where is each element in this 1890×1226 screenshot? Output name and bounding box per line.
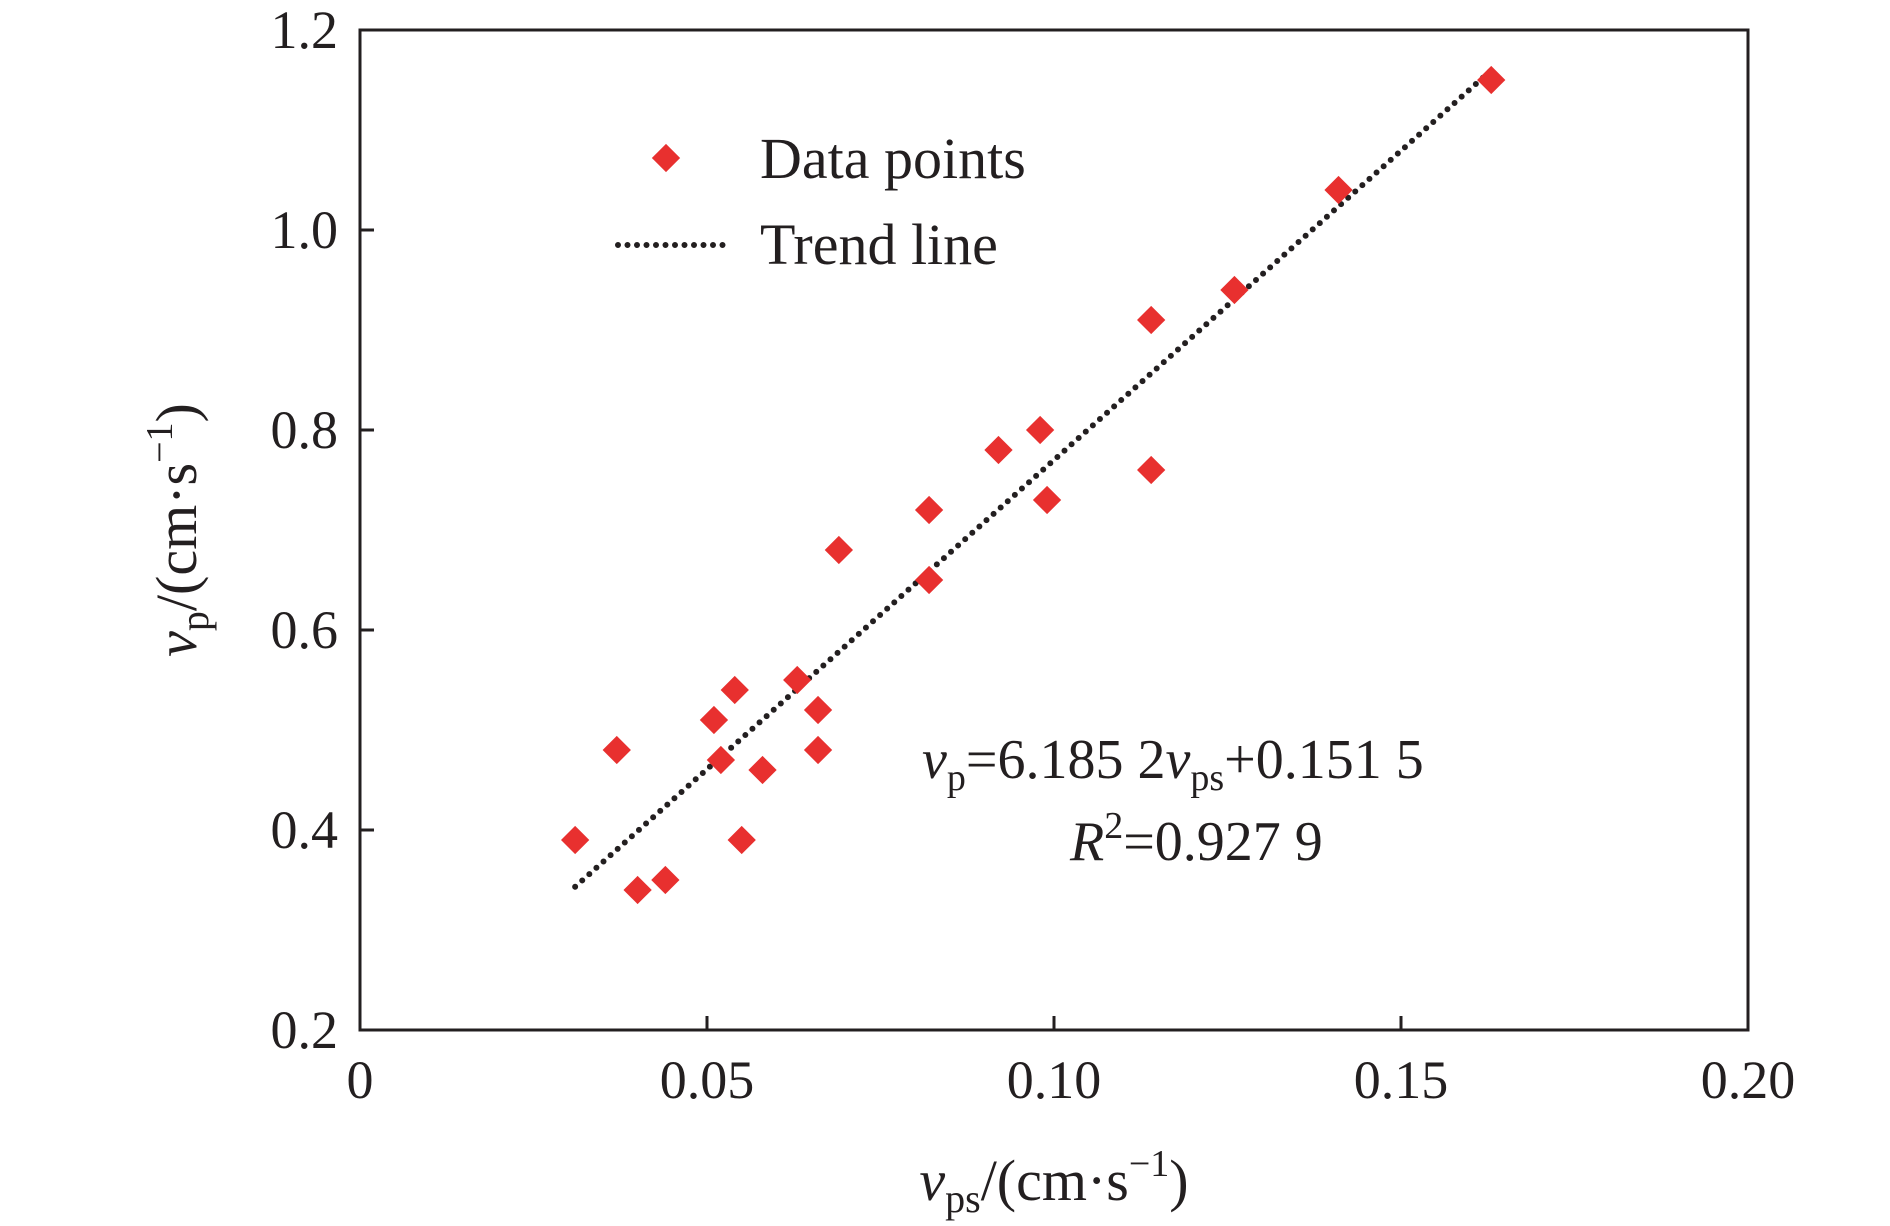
y-tick-label: 1.0	[271, 200, 339, 260]
y-tick-label: 0.4	[271, 800, 339, 860]
data-point	[706, 745, 736, 775]
data-point	[914, 495, 944, 525]
x-tick-label: 0	[347, 1050, 374, 1110]
data-point	[699, 705, 729, 735]
data-point	[783, 665, 812, 695]
data-point	[914, 565, 944, 595]
data-point	[651, 865, 680, 895]
y-tick-label: 0.6	[271, 600, 339, 660]
x-axis-label: vps/(cm·s−1)	[919, 1143, 1188, 1221]
legend: Data points Trend line	[615, 126, 1026, 277]
legend-label-data-points: Data points	[760, 126, 1026, 191]
data-point	[1324, 175, 1353, 205]
data-point	[560, 825, 590, 855]
data-point	[602, 735, 631, 765]
data-point	[727, 825, 756, 855]
x-tick-label: 0.15	[1354, 1050, 1449, 1110]
data-point	[1025, 415, 1055, 445]
data-point	[1220, 275, 1249, 305]
regression-equation: vp=6.185 2vps+0.151 5	[922, 729, 1424, 799]
y-axis-ticks: 0.2 0.4 0.6 0.8 1.0 1.2	[271, 0, 374, 1060]
y-tick-label: 0.2	[271, 1000, 339, 1060]
data-point	[1137, 305, 1166, 335]
data-point	[1477, 65, 1506, 95]
data-points	[560, 65, 1506, 905]
data-point	[748, 755, 777, 785]
data-point	[623, 875, 652, 905]
x-tick-label: 0.05	[660, 1050, 755, 1110]
r-squared-label: R2=0.927 9	[1069, 805, 1323, 873]
data-point	[1032, 485, 1062, 515]
y-axis-label: vp/(cm·s−1)	[139, 403, 217, 657]
y-tick-label: 0.8	[271, 400, 339, 460]
data-point	[824, 535, 854, 565]
data-point	[803, 695, 833, 725]
plot-frame	[358, 28, 1750, 1032]
x-tick-label: 0.10	[1007, 1050, 1102, 1110]
data-point	[1137, 455, 1166, 485]
data-point	[984, 435, 1013, 465]
y-tick-label: 1.2	[271, 0, 339, 60]
legend-label-trend-line: Trend line	[760, 212, 998, 277]
x-axis-ticks: 0 0.05 0.10 0.15 0.20	[347, 1016, 1796, 1110]
data-point	[803, 735, 833, 765]
legend-marker-diamond	[651, 143, 681, 173]
data-point	[720, 675, 749, 705]
x-tick-label: 0.20	[1701, 1050, 1796, 1110]
